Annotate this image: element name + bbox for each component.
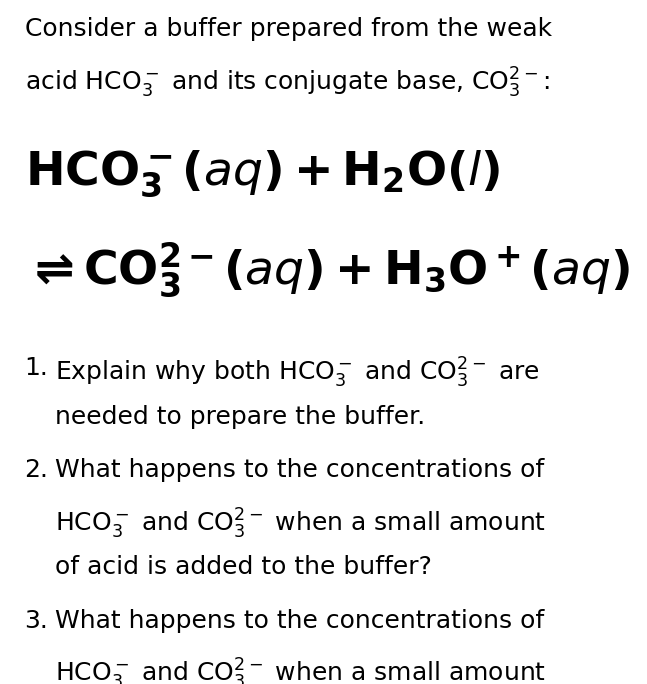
Text: $\mathdefault{HCO_3^-}$ and $\mathdefault{CO_3^{2-}}$ when a small amount: $\mathdefault{HCO_3^-}$ and $\mathdefaul… [55,657,546,684]
Text: 1.: 1. [25,356,49,380]
Text: 2.: 2. [25,458,49,482]
Text: acid $\mathdefault{HCO_3^-}$ and its conjugate base, $\mathdefault{CO_3^{2-}}$:: acid $\mathdefault{HCO_3^-}$ and its con… [25,66,549,100]
Text: $\mathdefault{HCO_3^-}$ and $\mathdefault{CO_3^{2-}}$ when a small amount: $\mathdefault{HCO_3^-}$ and $\mathdefaul… [55,507,546,541]
Text: Consider a buffer prepared from the weak: Consider a buffer prepared from the weak [25,17,552,41]
Text: of acid is added to the buffer?: of acid is added to the buffer? [55,555,432,579]
Text: needed to prepare the buffer.: needed to prepare the buffer. [55,404,425,429]
Text: $\bf{HCO_3^-(}$$\bf{\mathit{aq}}$$\bf{) + H_2O(}$$\bf{\mathit{l}}$$\bf{)}$: $\bf{HCO_3^-(}$$\bf{\mathit{aq}}$$\bf{) … [25,148,500,199]
Text: What happens to the concentrations of: What happens to the concentrations of [55,609,544,633]
Text: $\bf{\rightleftharpoons CO_3^{2-}(}$$\bf{\mathit{aq}}$$\bf{) + H_3O^+(}$$\bf{\ma: $\bf{\rightleftharpoons CO_3^{2-}(}$$\bf… [25,241,630,300]
Text: What happens to the concentrations of: What happens to the concentrations of [55,458,544,482]
Text: 3.: 3. [25,609,49,633]
Text: Explain why both $\mathdefault{HCO_3^-}$ and $\mathdefault{CO_3^{2-}}$ are: Explain why both $\mathdefault{HCO_3^-}$… [55,356,540,390]
